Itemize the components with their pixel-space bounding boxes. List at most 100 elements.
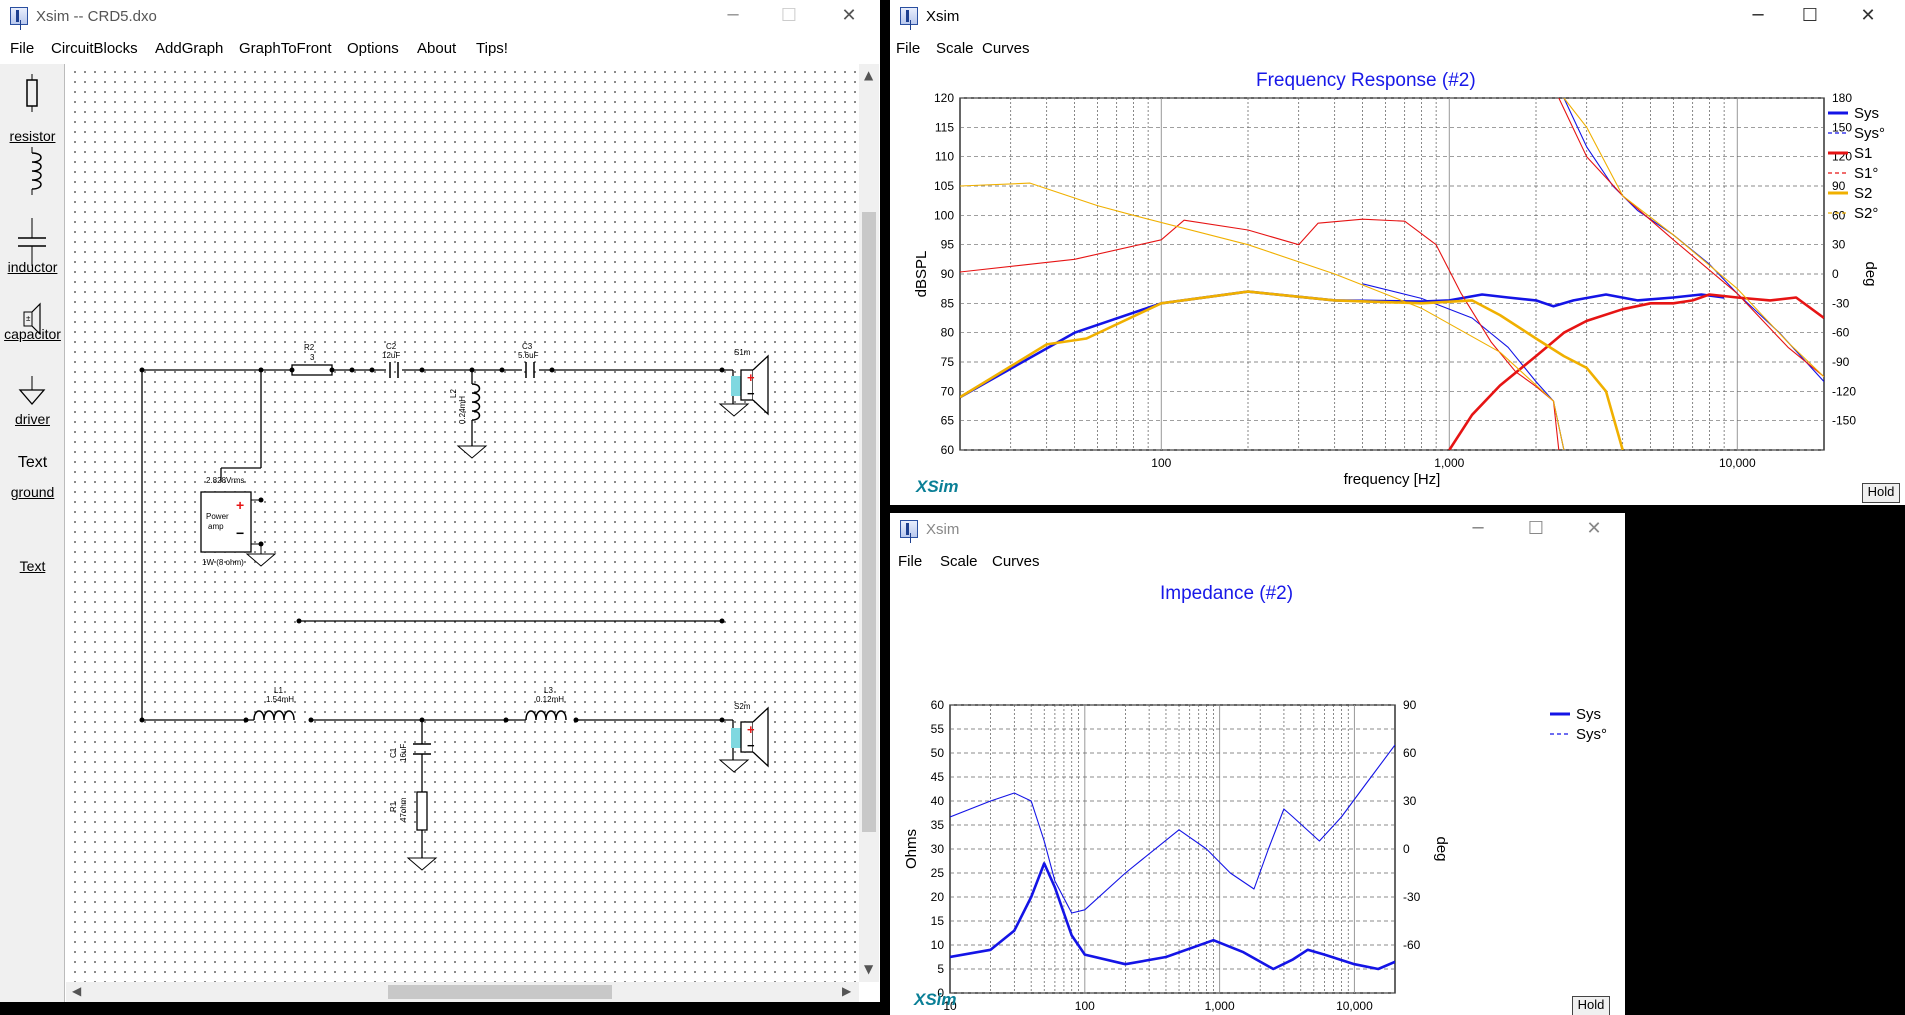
schematic-window-title: Xsim -- CRD5.dxo [36, 8, 157, 25]
schematic-horizontal-scrollbar[interactable]: ◀ ▶ [66, 982, 859, 1002]
y-tick-label: 50 [931, 746, 945, 760]
c2-name: C2 [386, 342, 397, 351]
y2-tick-label: 30 [1832, 238, 1846, 252]
tool-inductor-label: inductor [7, 259, 58, 275]
x-tick-label: 100 [1075, 999, 1095, 1013]
y-axis-label: dBSPL [913, 251, 930, 298]
maximize-icon[interactable]: ☐ [1801, 5, 1819, 26]
y2-tick-label: -60 [1403, 938, 1421, 952]
y2-tick-label: -30 [1832, 296, 1850, 310]
legend-entry: Sys° [1576, 726, 1607, 743]
legend-entry: S2 [1854, 185, 1872, 202]
s2-name: S2m [734, 702, 751, 711]
tool-text-label: Text [19, 558, 46, 574]
close-icon[interactable]: ✕ [841, 5, 857, 26]
menu-file[interactable]: File [898, 553, 923, 570]
y2-axis-label: deg [1433, 836, 1450, 861]
imp-window-title: Xsim [926, 521, 960, 538]
y-tick-label: 5 [937, 962, 944, 976]
schematic-window: Xsim -- CRD5.dxo ─ ☐ ✕ File CircuitBlock… [0, 0, 880, 1002]
component-toolbox: resistor inductor capacitor ± driver gro… [0, 64, 65, 1002]
vertical-scroll-thumb[interactable] [862, 212, 876, 832]
series-line-s1 [1448, 293, 1824, 450]
l2-value: 0.24mH [458, 396, 467, 424]
menu-scale[interactable]: Scale [936, 40, 974, 57]
schematic-canvas[interactable]: R2 3 C2 12uF C3 5.6uF L2 0.24mH + − S1m [66, 64, 860, 982]
hold-button[interactable]: Hold [1862, 483, 1900, 503]
tool-inductor[interactable]: inductor [0, 147, 65, 275]
tool-capacitor[interactable]: capacitor [0, 216, 65, 342]
maximize-icon[interactable]: ☐ [780, 5, 798, 26]
y2-tick-label: 150 [1832, 120, 1852, 134]
xsim-app-icon [900, 520, 918, 538]
scroll-right-icon[interactable]: ▶ [842, 984, 852, 998]
c3-value: 5.6uF [518, 351, 539, 360]
minimize-icon[interactable]: ─ [727, 5, 739, 26]
menu-file[interactable]: File [896, 40, 921, 57]
amp-label-2: amp [208, 522, 224, 531]
l1-name: L1 [274, 686, 283, 695]
y2-tick-label: 30 [1403, 794, 1417, 808]
close-icon[interactable]: ✕ [1860, 5, 1876, 26]
r2-value: 3 [310, 353, 315, 362]
y-tick-label: 25 [931, 866, 945, 880]
y2-tick-label: -120 [1832, 384, 1856, 398]
xsim-app-icon [10, 7, 28, 25]
y-tick-label: 55 [931, 722, 945, 736]
svg-text:+: + [747, 370, 755, 385]
minimize-icon[interactable]: ─ [1472, 518, 1484, 539]
minimize-icon[interactable]: ─ [1752, 5, 1764, 26]
menu-file[interactable]: File [10, 40, 35, 57]
capacitor-icon [18, 218, 46, 266]
maximize-icon[interactable]: ☐ [1527, 518, 1545, 539]
legend-entry: S1° [1854, 165, 1878, 182]
y2-tick-label: 90 [1403, 698, 1417, 712]
schematic-drawing: R2 3 C2 12uF C3 5.6uF L2 0.24mH + − S1m [139, 342, 769, 871]
y-tick-label: 10 [931, 938, 945, 952]
y-tick-label: 45 [931, 770, 945, 784]
svg-text:+: + [236, 497, 244, 513]
series-line-s1-phase [960, 98, 1824, 450]
legend-entry: S2° [1854, 205, 1878, 222]
menu-about[interactable]: About [417, 40, 457, 57]
y-tick-label: 70 [941, 384, 955, 398]
tool-ground[interactable]: ground [0, 374, 65, 500]
schematic-vertical-scrollbar[interactable]: ▲ ▼ [859, 64, 879, 982]
y-tick-label: 80 [941, 326, 955, 340]
schematic-menubar: File CircuitBlocks AddGraph GraphToFront… [0, 32, 880, 64]
amp-voltage: 2.828Vrms [206, 476, 244, 485]
freq-graph-title: Frequency Response (#2) [1256, 70, 1476, 91]
menu-scale[interactable]: Scale [940, 553, 978, 570]
c1-name: C1 [389, 747, 398, 758]
menu-circuitblocks[interactable]: CircuitBlocks [51, 40, 138, 57]
series-line-sys-phase [950, 744, 1395, 914]
c1-value: 16uF [399, 744, 408, 762]
horizontal-scroll-thumb[interactable] [388, 985, 612, 999]
close-icon[interactable]: ✕ [1586, 518, 1602, 539]
legend-entry: Sys [1854, 105, 1879, 122]
frequency-response-chart: 60 65 70 75 80 85 90 95 100 105 110 115 120 -150 -120 -… [913, 91, 1885, 488]
y-tick-label: 65 [941, 414, 955, 428]
frequency-response-window: Xsim ─ ☐ ✕ File Scale Curves Frequency R… [890, 0, 1905, 505]
menu-options[interactable]: Options [347, 40, 399, 57]
scroll-left-icon[interactable]: ◀ [72, 984, 82, 998]
tool-driver[interactable]: ± driver [0, 302, 65, 427]
ground-icon [18, 376, 46, 405]
scroll-down-icon[interactable]: ▼ [864, 962, 874, 976]
tool-resistor-label: resistor [9, 128, 56, 144]
menu-curves[interactable]: Curves [992, 553, 1040, 570]
hold-button[interactable]: Hold [1572, 996, 1610, 1015]
scroll-up-icon[interactable]: ▲ [864, 68, 874, 82]
menu-addgraph[interactable]: AddGraph [155, 40, 224, 57]
tool-resistor[interactable]: resistor [0, 72, 65, 144]
y-tick-label: 115 [935, 120, 954, 134]
menu-tips[interactable]: Tips! [476, 40, 508, 57]
y2-tick-label: 180 [1832, 91, 1852, 105]
menu-graphtofront[interactable]: GraphToFront [239, 40, 332, 57]
series-line-s2 [960, 290, 1624, 450]
y-tick-label: 20 [931, 890, 945, 904]
y2-tick-label: -150 [1832, 414, 1856, 428]
menu-curves[interactable]: Curves [982, 40, 1030, 57]
tool-text[interactable]: Text Text [0, 454, 65, 574]
series-line-s2-phase [960, 98, 1824, 450]
